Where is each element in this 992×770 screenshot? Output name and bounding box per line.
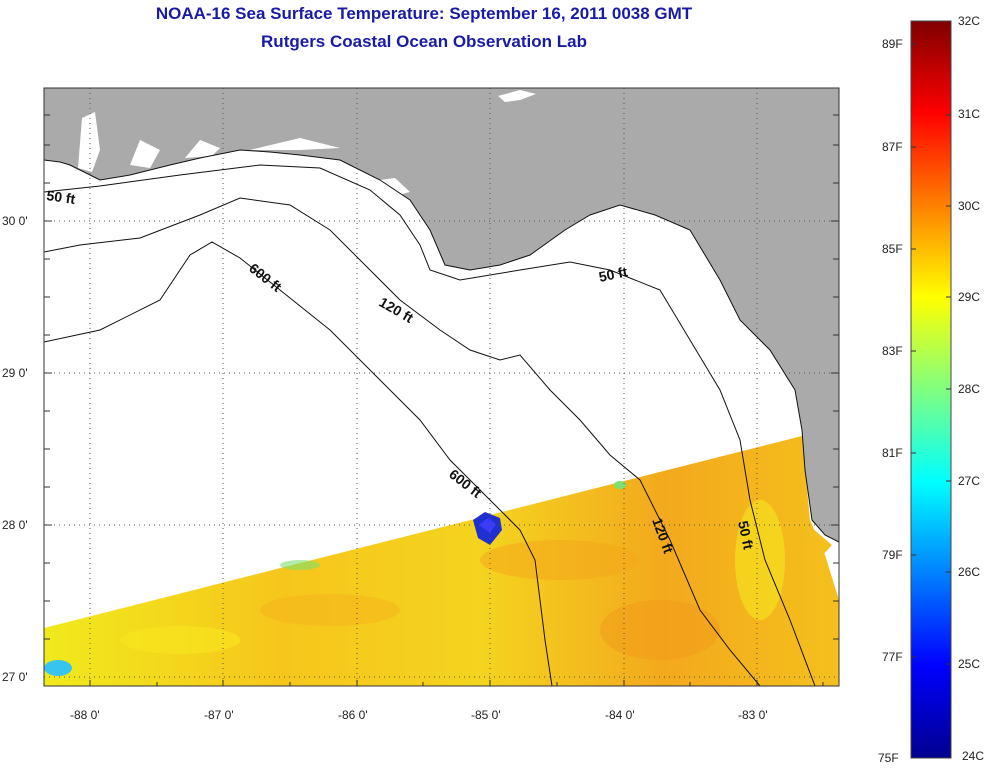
lat-tick-label: 28 0'	[2, 518, 28, 532]
colorbar-fahrenheit-label: 79F	[882, 548, 903, 562]
colorbar-celsius-label: 27C	[958, 474, 981, 488]
colorbar-fahrenheit-label: 75F	[878, 751, 899, 765]
colorbar-fahrenheit-label: 77F	[882, 650, 903, 664]
land-mass	[44, 88, 839, 542]
colorbar-celsius-label: 30C	[958, 199, 981, 213]
lat-tick-label: 30 0'	[2, 214, 28, 228]
colorbar-celsius-label: 29C	[958, 290, 981, 304]
lat-tick-label: 27 0'	[2, 670, 28, 684]
colorbar-gradient	[910, 20, 952, 759]
colorbar-celsius-label: 31C	[958, 107, 981, 121]
colorbar-celsius-label: 28C	[958, 382, 981, 396]
map-title: NOAA-16 Sea Surface Temperature: Septemb…	[155, 4, 693, 23]
lon-tick-label: -83 0'	[738, 708, 768, 722]
contour-label: 50 ft	[735, 519, 757, 551]
contour-120ft	[44, 197, 761, 686]
contour-600ft	[44, 241, 553, 686]
lon-tick-label: -87 0'	[204, 708, 234, 722]
contour-50ft	[44, 164, 816, 686]
contour-label: 50 ft	[597, 263, 629, 285]
colorbar-fahrenheit-label: 81F	[882, 446, 903, 460]
lon-tick-label: -85 0'	[471, 708, 501, 722]
colorbar-fahrenheit-label: 87F	[882, 140, 903, 154]
colorbar-celsius-label: 25C	[958, 657, 981, 671]
lon-tick-label: -88 0'	[70, 708, 100, 722]
colorbar-fahrenheit-label: 83F	[882, 344, 903, 358]
coastline	[44, 149, 839, 543]
colorbar-celsius-label: 24C	[962, 749, 985, 763]
map-subtitle: Rutgers Coastal Ocean Observation Lab	[261, 32, 587, 51]
lon-tick-label: -86 0'	[338, 708, 368, 722]
contour-label: 50 ft	[46, 187, 77, 207]
lon-tick-label: -84 0'	[605, 708, 635, 722]
colorbar-celsius-label: 32C	[958, 14, 981, 28]
colorbar-fahrenheit-label: 89F	[882, 37, 903, 51]
colorbar-fahrenheit-label: 85F	[882, 242, 903, 256]
lat-tick-label: 29 0'	[2, 366, 28, 380]
colorbar-celsius-label: 26C	[958, 565, 981, 579]
